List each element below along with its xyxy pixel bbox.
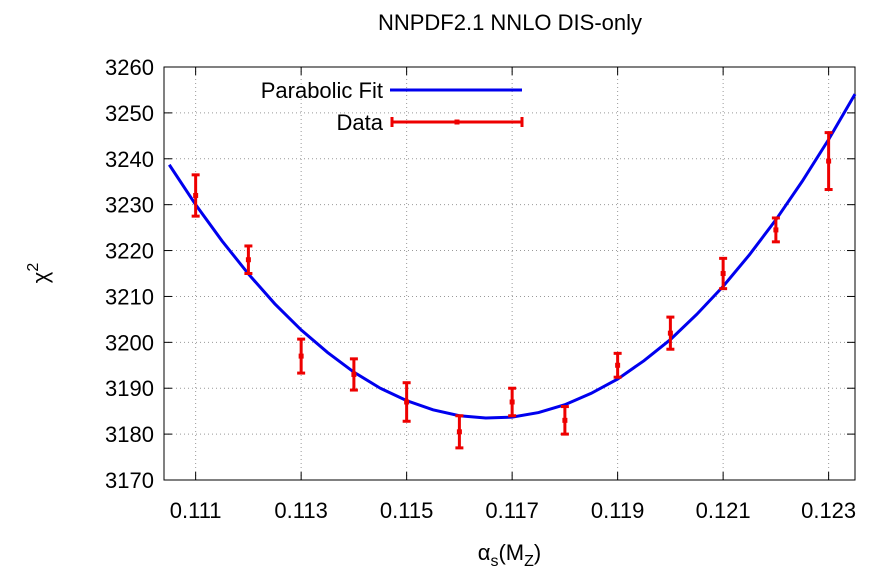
point [351,371,357,377]
x-tick-label: 0.113 [274,498,327,523]
y-axis-label-part: 2 [25,263,42,272]
y-tick-label: 3240 [105,147,154,172]
y-tick-label: 3180 [105,422,154,447]
point [720,271,726,276]
data-point [560,405,569,436]
x-axis-label-part: ) [534,540,541,565]
data-point [244,244,253,275]
data-point [613,351,622,379]
legend-label: Data [337,110,384,135]
point [615,362,621,368]
legend-swatch [454,119,460,125]
x-axis-label-part: (M [498,540,524,565]
data-point [455,414,464,450]
data-point [508,386,517,418]
point [562,417,568,423]
data-point [191,173,200,218]
y-axis-label: χ2 [25,263,53,284]
data-point [824,131,833,192]
x-axis-label: αs(MZ) [478,540,541,570]
point [826,158,832,164]
x-axis-label-part: s [490,553,498,570]
x-tick-label: 0.111 [170,498,222,523]
data-point [719,256,728,291]
y-tick-label: 3210 [105,284,154,309]
x-tick-label: 0.123 [801,498,856,523]
x-axis-label-part: Z [524,553,534,570]
x-tick-label: 0.119 [591,498,644,523]
x-axis-label-part: α [478,540,491,565]
point [193,192,199,198]
y-tick-label: 3220 [105,239,154,264]
point [667,330,673,336]
y-tick-label: 3190 [105,376,154,401]
y-tick-label: 3250 [105,101,154,126]
fit-line [168,93,857,420]
point [456,429,462,435]
y-tick-label: 3260 [105,55,154,80]
point [404,399,410,405]
chart-title: NNPDF2.1 NNLO DIS-only [378,10,642,35]
data-point [666,315,675,351]
y-axis-label-part: χ [28,271,53,283]
legend-label: Parabolic Fit [261,78,383,103]
data-point [771,216,780,244]
data-point [402,381,411,423]
x-tick-label: 0.121 [696,498,751,523]
data-point [297,337,306,375]
y-tick-label: 3170 [105,468,154,493]
point [509,399,515,405]
point [298,353,304,359]
y-tick-label: 3230 [105,193,154,218]
data-point [349,357,358,392]
point [773,227,779,233]
x-tick-label: 0.115 [380,498,433,523]
point [245,257,251,263]
plot-frame [163,66,856,481]
x-tick-label: 0.117 [485,498,538,523]
y-tick-label: 3200 [105,330,154,355]
